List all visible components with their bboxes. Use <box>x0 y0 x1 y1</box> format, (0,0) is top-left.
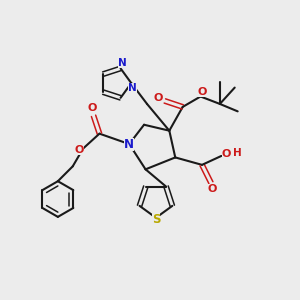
Text: O: O <box>75 145 84 155</box>
Text: S: S <box>152 213 160 226</box>
Text: H: H <box>233 148 242 158</box>
Text: N: N <box>118 58 127 68</box>
Text: O: O <box>208 184 217 194</box>
Text: N: N <box>128 83 137 94</box>
Text: N: N <box>124 138 134 151</box>
Text: O: O <box>197 87 207 97</box>
Text: O: O <box>154 93 163 103</box>
Text: O: O <box>87 103 97 113</box>
Text: O: O <box>222 149 231 159</box>
